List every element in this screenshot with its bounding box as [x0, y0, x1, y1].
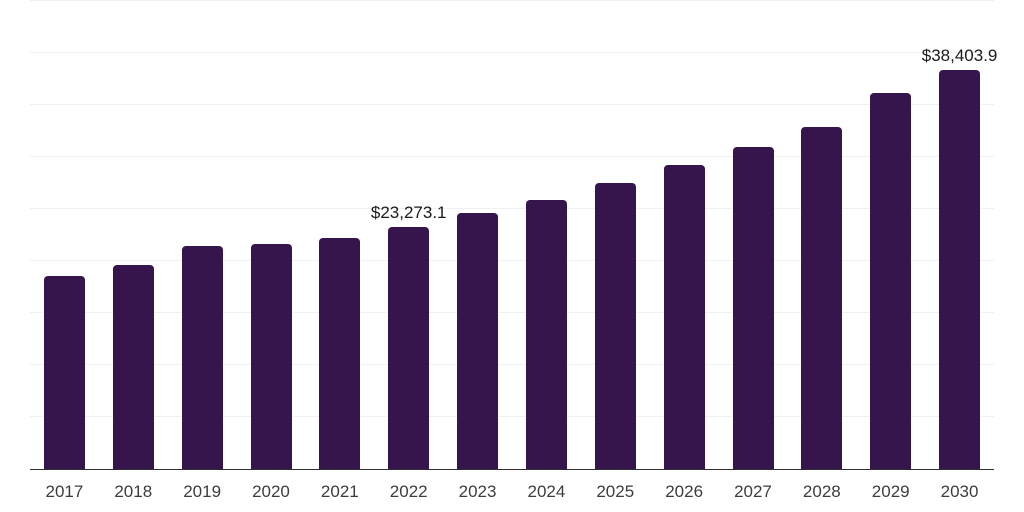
bar-2026 — [663, 164, 705, 469]
bar-value-label-2022: $23,273.1 — [370, 202, 447, 222]
gridline — [30, 364, 994, 365]
bar-2024 — [525, 199, 567, 469]
x-axis-label-2017: 2017 — [45, 482, 84, 501]
gridline — [30, 312, 994, 313]
x-axis-label-2021: 2021 — [320, 482, 359, 501]
bar-2023 — [457, 212, 499, 469]
bar-2027 — [732, 146, 774, 469]
bar-2025 — [594, 183, 636, 469]
x-axis-label-2023: 2023 — [458, 482, 497, 501]
bar-value-label-2030: $38,403.9 — [921, 45, 998, 65]
gridline — [30, 104, 994, 105]
bar-2019 — [181, 245, 223, 469]
bar-2022 — [388, 226, 430, 469]
bar-2017 — [43, 275, 85, 469]
gridline — [30, 260, 994, 261]
x-axis-label-2030: 2030 — [940, 482, 979, 501]
x-axis-label-2025: 2025 — [596, 482, 635, 501]
x-axis-line — [30, 468, 994, 470]
bar-2028 — [801, 126, 843, 469]
x-axis-label-2018: 2018 — [114, 482, 153, 501]
x-axis-label-2022: 2022 — [389, 482, 428, 501]
x-axis-label-2019: 2019 — [183, 482, 222, 501]
x-axis-label-2020: 2020 — [252, 482, 290, 501]
gridline — [30, 52, 994, 53]
plot-area: $23,273.1 $38,403.9 — [30, 0, 997, 470]
bar-2030 — [939, 69, 981, 469]
gridline — [30, 208, 994, 209]
x-axis-label-2026: 2026 — [665, 482, 704, 501]
bar-2020 — [250, 243, 292, 469]
x-axis-label-2024: 2024 — [527, 482, 566, 501]
x-axis-label-2027: 2027 — [734, 482, 772, 501]
gridline — [30, 156, 994, 157]
x-axis-label-2028: 2028 — [802, 482, 841, 501]
bar-2021 — [319, 237, 361, 469]
x-axis-label-2029: 2029 — [871, 482, 910, 501]
gridline — [30, 0, 994, 1]
bar-2018 — [112, 264, 154, 469]
gridline — [30, 416, 994, 417]
bar-2029 — [870, 92, 912, 469]
